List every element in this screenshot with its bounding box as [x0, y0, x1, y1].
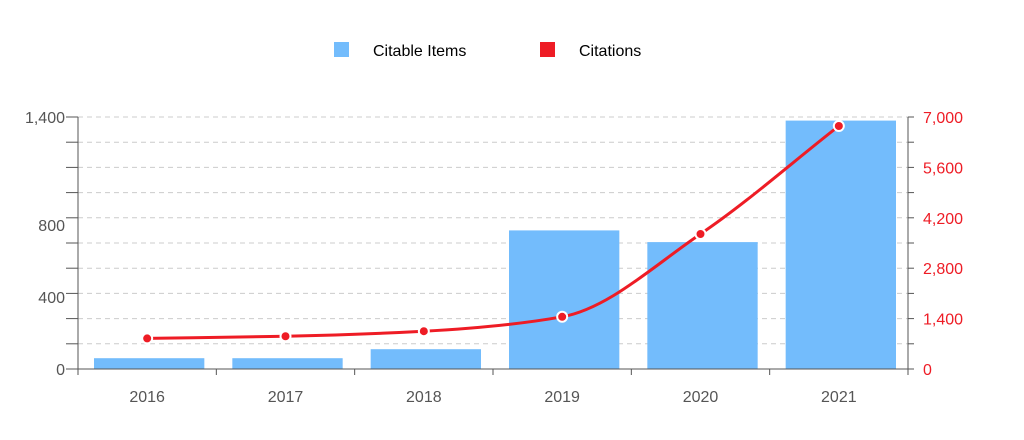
bar-series [94, 120, 896, 369]
x-tick-label: 2019 [544, 389, 580, 406]
legend-swatch-0 [334, 42, 349, 57]
x-axis: 2016 2017 2018 2019 2020 2021 [77, 368, 909, 406]
line-point [832, 120, 845, 132]
bar [785, 120, 896, 369]
legend-label-0: Citable Items [373, 43, 466, 60]
y-right-tick-label: 2,800 [923, 261, 963, 278]
legend-label-1: Citations [579, 43, 641, 60]
y-right-tick-label: 5,600 [923, 160, 963, 177]
line-point [279, 330, 292, 343]
y-right-tick-label: 7,000 [923, 110, 963, 127]
legend-swatch-1 [540, 42, 555, 57]
bar [232, 358, 343, 369]
legend: Citable Items Citations [334, 42, 641, 60]
bar [647, 242, 758, 369]
y-axis-right: 0 1,400 2,800 4,200 5,600 7,000 [907, 110, 963, 379]
line-point [556, 310, 569, 323]
y-left-tick-label: 1,400 [25, 110, 65, 127]
y-right-tick-label: 1,400 [923, 312, 963, 329]
y-left-tick-label: 0 [56, 362, 65, 379]
y-axis-left: 0 400 800 1,400 [25, 110, 79, 379]
line-point [141, 332, 154, 345]
line-series [141, 120, 845, 345]
x-tick-label: 2021 [821, 389, 857, 406]
y-left-tick-label: 800 [38, 218, 65, 235]
citations-line [147, 124, 840, 340]
bar [94, 358, 205, 369]
gridlines [78, 116, 908, 345]
line-point [417, 325, 430, 338]
x-tick-label: 2020 [683, 389, 719, 406]
bar [370, 349, 481, 369]
bar [509, 230, 620, 369]
y-left-tick-label: 400 [38, 290, 65, 307]
line-point [694, 228, 707, 240]
y-right-tick-label: 4,200 [923, 211, 963, 228]
y-right-tick-label: 0 [923, 362, 932, 379]
x-tick-label: 2018 [406, 389, 442, 406]
x-tick-label: 2016 [129, 389, 165, 406]
x-tick-label: 2017 [268, 389, 304, 406]
